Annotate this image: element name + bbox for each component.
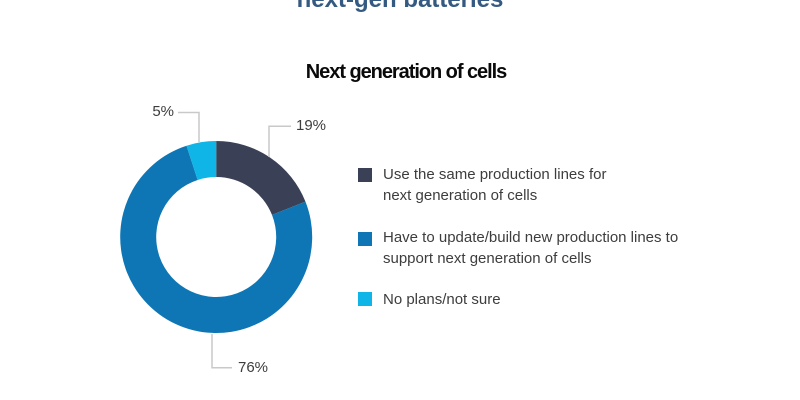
svg-text:19%: 19% (296, 117, 326, 134)
svg-text:76%: 76% (238, 359, 268, 376)
svg-text:5%: 5% (152, 103, 174, 120)
